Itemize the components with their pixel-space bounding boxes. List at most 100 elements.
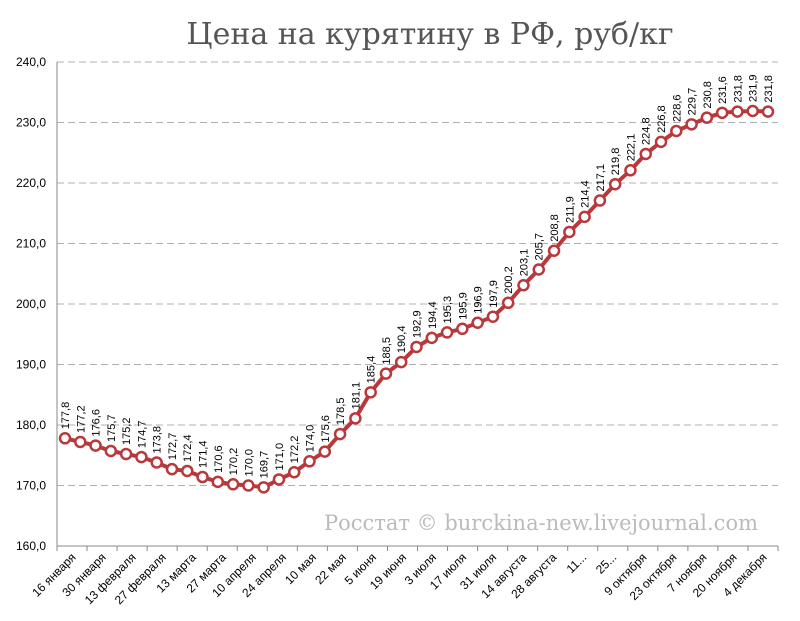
data-point: [608, 177, 622, 191]
data-point: [563, 225, 576, 239]
data-label: 196,9: [473, 286, 485, 314]
y-axis: 160,0 170,0 180,0 190,0 200,0 210,0 220,0 230,0…: [16, 55, 58, 553]
data-point: [761, 105, 775, 118]
data-point: [394, 355, 408, 369]
data-point: [593, 194, 607, 207]
data-label: 188,5: [381, 337, 393, 365]
data-label: 231,9: [748, 74, 760, 102]
data-label: 230,8: [702, 81, 714, 109]
data-label: 203,1: [518, 249, 530, 277]
data-label: 170,2: [228, 448, 240, 476]
y-tick-label: 230,0: [16, 116, 46, 130]
data-label: 197,9: [488, 280, 500, 308]
data-point: [670, 124, 683, 138]
data-point: [624, 164, 637, 177]
data-point: [333, 427, 347, 441]
data-label: 174,0: [305, 425, 317, 453]
data-point: [242, 479, 255, 492]
data-label: 173,8: [152, 426, 164, 454]
data-point: [379, 367, 393, 380]
grid-lines: [57, 61, 778, 486]
data-point: [196, 470, 209, 484]
data-point: [746, 104, 759, 118]
data-point: [303, 455, 316, 468]
data-labels: 177,8 177,2 176,6 175,7 175,2 174,7 173,8 172,7…: [60, 74, 775, 478]
data-label: 176,6: [91, 409, 103, 437]
data-label: 214,4: [580, 180, 592, 208]
data-point: [425, 331, 439, 345]
data-point: [410, 340, 423, 354]
data-label: 195,3: [442, 296, 454, 324]
data-label: 174,7: [136, 421, 148, 449]
y-tick-label: 210,0: [16, 237, 46, 251]
data-point: [58, 432, 72, 445]
data-label: 211,9: [564, 196, 576, 223]
watermark-text: Росстат © burckina-new.livejournal.com: [324, 511, 758, 535]
data-point: [211, 475, 225, 489]
data-label: 219,8: [610, 148, 622, 176]
data-point: [165, 462, 179, 476]
y-tick-label: 240,0: [16, 55, 46, 69]
data-point: [364, 386, 377, 399]
chart-title: Цена на курятину в РФ, руб/кг: [186, 17, 673, 52]
data-label: 190,4: [396, 326, 408, 354]
y-tick-label: 220,0: [16, 176, 46, 190]
data-point: [700, 111, 714, 124]
data-point: [578, 210, 591, 224]
data-label: 194,4: [427, 301, 439, 329]
data-label: 175,6: [320, 415, 332, 443]
data-label: 169,7: [259, 451, 271, 479]
data-point: [547, 244, 561, 258]
x-tick-label: 11...: [564, 550, 590, 576]
data-label: 231,8: [763, 75, 775, 103]
data-label: 178,5: [335, 398, 347, 426]
data-point: [119, 447, 133, 461]
data-point: [715, 106, 729, 120]
data-point: [272, 473, 286, 486]
data-label: 200,2: [503, 266, 515, 294]
data-label: 205,7: [534, 233, 546, 261]
data-point: [654, 135, 668, 149]
data-label: 195,9: [457, 292, 469, 320]
y-tick-label: 200,0: [16, 297, 46, 311]
data-label: 171,0: [274, 443, 286, 471]
y-tick-label: 160,0: [16, 539, 46, 553]
data-label: 217,1: [595, 164, 607, 192]
data-point: [135, 450, 148, 464]
data-label: 171,4: [198, 440, 210, 468]
data-label: 170,6: [213, 445, 225, 473]
data-label: 177,2: [75, 405, 87, 433]
data-point: [181, 464, 194, 478]
x-tick-label: 10 мая: [282, 550, 319, 587]
data-point: [150, 456, 163, 469]
data-label: 175,7: [106, 414, 118, 442]
data-point: [456, 322, 469, 336]
y-tick-label: 180,0: [16, 418, 46, 432]
data-point: [639, 147, 652, 161]
series-line: [64, 109, 769, 490]
price-series: [58, 104, 775, 494]
data-point: [517, 278, 530, 292]
data-label: 172,7: [167, 433, 179, 461]
data-label: 172,2: [289, 436, 301, 464]
data-point: [349, 412, 362, 425]
data-label: 175,2: [121, 418, 133, 446]
data-label: 222,1: [625, 134, 637, 162]
y-tick-label: 190,0: [16, 358, 46, 372]
x-tick-label: 22 мая: [312, 550, 349, 587]
data-label: 231,8: [732, 75, 744, 103]
data-label: 172,4: [182, 434, 194, 462]
data-label: 231,6: [717, 76, 729, 104]
x-tick-label: 25...: [593, 550, 619, 576]
data-point: [226, 478, 240, 491]
data-label: 170,0: [243, 449, 255, 477]
data-label: 177,8: [60, 402, 72, 430]
data-label: 229,7: [687, 88, 699, 116]
y-tick-label: 170,0: [16, 479, 46, 493]
data-label: 228,6: [671, 94, 683, 122]
data-label: 224,8: [641, 117, 653, 145]
data-label: 185,4: [366, 356, 378, 384]
data-label: 181,1: [350, 382, 362, 410]
data-label: 208,8: [549, 214, 561, 242]
